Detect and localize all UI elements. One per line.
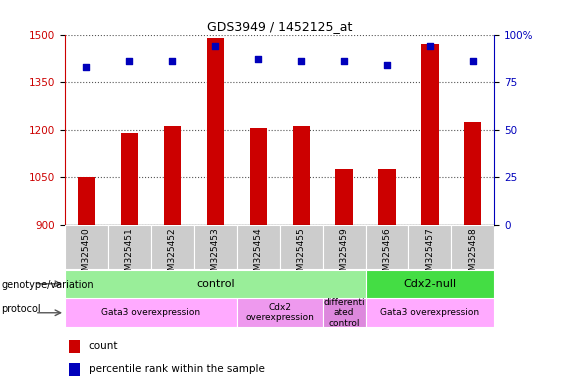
Text: GSM325450: GSM325450 [82,227,91,282]
Bar [366,298,494,327]
Bar [293,126,310,225]
Bar [464,122,481,225]
Bar [207,38,224,225]
Text: differenti
ated
control: differenti ated control [323,298,365,328]
Text: Cdx2
overexpression: Cdx2 overexpression [245,303,314,323]
Text: GSM325453: GSM325453 [211,227,220,282]
Point [254,56,263,62]
Text: control: control [196,279,234,289]
Bar [69,362,80,376]
Bar [65,298,237,327]
Point [383,62,392,68]
Bar [280,225,323,269]
Point [125,58,134,64]
Point [168,58,177,64]
Text: GSM325458: GSM325458 [468,227,477,282]
Text: GSM325452: GSM325452 [168,227,177,282]
Point [211,43,220,49]
Point [340,58,349,64]
Bar [237,225,280,269]
Bar [379,169,395,225]
Text: Cdx2-null: Cdx2-null [403,279,457,289]
Bar [65,225,108,269]
Bar [366,225,408,269]
Text: Gata3 overexpression: Gata3 overexpression [101,308,201,317]
Title: GDS3949 / 1452125_at: GDS3949 / 1452125_at [207,20,353,33]
Bar [151,225,194,269]
Point [82,64,91,70]
Point [425,43,434,49]
Bar [121,133,138,225]
Bar [323,225,366,269]
Text: GSM325459: GSM325459 [340,227,349,282]
Bar [408,225,451,269]
Text: percentile rank within the sample: percentile rank within the sample [89,364,264,374]
Text: count: count [89,341,118,351]
Bar [237,298,323,327]
Text: protocol: protocol [1,304,41,314]
Bar [65,270,366,298]
Bar [421,44,438,225]
Text: GSM325456: GSM325456 [383,227,392,282]
Text: GSM325457: GSM325457 [425,227,434,282]
Bar [250,128,267,225]
Text: GSM325454: GSM325454 [254,227,263,282]
Point [297,58,306,64]
Bar [69,339,80,353]
Bar [194,225,237,269]
Bar [451,225,494,269]
Text: GSM325455: GSM325455 [297,227,306,282]
Bar [323,298,366,327]
Bar [366,270,494,298]
Bar [78,177,95,225]
Bar [108,225,151,269]
Bar [336,169,353,225]
Text: genotype/variation: genotype/variation [1,280,94,290]
Text: Gata3 overexpression: Gata3 overexpression [380,308,480,317]
Point [468,58,477,64]
Text: GSM325451: GSM325451 [125,227,134,282]
Bar [164,126,181,225]
